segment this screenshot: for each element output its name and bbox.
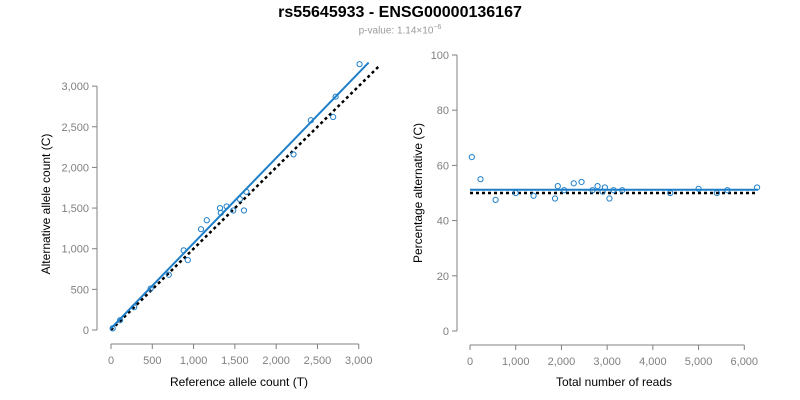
- chart-title: rs55645933 - ENSG00000136167: [278, 4, 522, 21]
- right-y-tick-label: 0: [443, 326, 449, 338]
- left-data-point: [116, 317, 124, 324]
- left-data-point: [236, 196, 243, 203]
- right-data-point: [713, 189, 720, 197]
- right-y-tick-label: 40: [437, 216, 449, 228]
- left-x-tick-label: 2,500: [304, 355, 332, 367]
- right-data-point: [619, 187, 626, 194]
- right-data-point: [594, 183, 601, 190]
- left-y-tick-label: 2,000: [61, 162, 89, 174]
- p-value-exponent: −6: [433, 24, 442, 31]
- p-value-text: p-value: 1.14×10: [358, 25, 434, 37]
- left-y-tick-label: 2,500: [61, 122, 89, 134]
- left-data-point: [307, 117, 314, 124]
- left-data-point: [203, 217, 210, 224]
- right-data-point: [561, 187, 568, 194]
- right-x-tick-label: 6,000: [731, 356, 759, 368]
- left-y-tick-label: 1,000: [61, 244, 89, 256]
- left-x-tick-label: 2,000: [262, 355, 290, 367]
- right-data-point: [530, 192, 537, 199]
- right-x-tick-label: 2,000: [548, 356, 576, 368]
- left-x-axis-title: Reference allele count (T): [170, 375, 308, 389]
- left-data-point: [217, 209, 224, 217]
- left-x-tick-label: 500: [143, 355, 161, 367]
- right-data-point: [477, 176, 484, 183]
- left-y-tick-label: 0: [83, 325, 89, 337]
- right-data-point: [551, 195, 559, 202]
- right-y-axis-title: Percentage alternative (C): [411, 123, 425, 263]
- left-data-point: [216, 204, 224, 212]
- left-data-point: [165, 271, 172, 278]
- right-x-axis-title: Total number of reads: [556, 375, 672, 389]
- right-x-tick-label: 5,000: [685, 356, 713, 368]
- left-data-point: [356, 61, 363, 68]
- left-data-point: [109, 325, 116, 332]
- right-y-tick-label: 20: [437, 271, 449, 283]
- left-data-point: [131, 304, 138, 311]
- left-data-point: [330, 113, 337, 121]
- right-data-point: [512, 189, 519, 197]
- right-data-point: [695, 185, 702, 192]
- left-data-point: [243, 188, 250, 195]
- right-data-point: [554, 183, 561, 190]
- right-y-tick-label: 100: [431, 50, 449, 62]
- right-data-point: [578, 178, 585, 186]
- left-reference-line: [110, 64, 381, 331]
- left-data-point: [147, 285, 154, 292]
- right-data-point: [468, 154, 475, 161]
- left-x-tick-label: 3,000: [345, 355, 373, 367]
- right-data-point: [667, 189, 674, 197]
- right-data-point: [610, 187, 617, 194]
- right-data-point: [606, 195, 613, 202]
- right-data-point: [570, 180, 577, 187]
- right-y-tick-label: 60: [437, 160, 449, 172]
- right-x-tick-label: 0: [467, 356, 473, 368]
- left-data-point: [290, 151, 297, 158]
- left-data-point: [180, 247, 187, 254]
- left-data-point: [240, 207, 248, 214]
- left-y-tick-label: 1,500: [61, 203, 89, 215]
- left-x-tick-label: 1,500: [221, 355, 249, 367]
- left-x-tick-label: 1,000: [180, 355, 208, 367]
- left-data-point: [197, 226, 205, 233]
- left-y-axis-title: Alternative allele count (C): [39, 134, 53, 275]
- left-data-point: [230, 207, 237, 214]
- right-data-point: [492, 196, 499, 203]
- right-data-point: [753, 184, 761, 191]
- left-data-point: [332, 93, 339, 100]
- p-value-subtitle: p-value: 1.14×10−6: [0, 24, 800, 36]
- allele-count-scatter-plot: 0 500 1,000 1,500 2,000 2,500 3,000 0 500 1,000 1,…: [39, 61, 381, 389]
- left-fit-line: [110, 61, 370, 330]
- right-y-tick-label: 80: [437, 105, 449, 117]
- right-data-point: [724, 187, 731, 194]
- left-x-tick-label: 0: [108, 355, 114, 367]
- left-y-tick-label: 3,000: [61, 81, 89, 93]
- right-x-tick-label: 3,000: [593, 356, 621, 368]
- percentage-alternative-scatter-plot: 0 1,000 2,000 3,000 4,000 5,000 6,000 0 20 40 60 80…: [411, 50, 761, 389]
- right-x-tick-label: 4,000: [639, 356, 667, 368]
- left-data-point: [223, 203, 230, 210]
- left-data-point: [184, 256, 191, 264]
- right-data-point: [601, 184, 608, 191]
- right-x-tick-label: 1,000: [502, 356, 530, 368]
- right-data-point: [589, 187, 596, 194]
- left-y-tick-label: 500: [71, 284, 89, 296]
